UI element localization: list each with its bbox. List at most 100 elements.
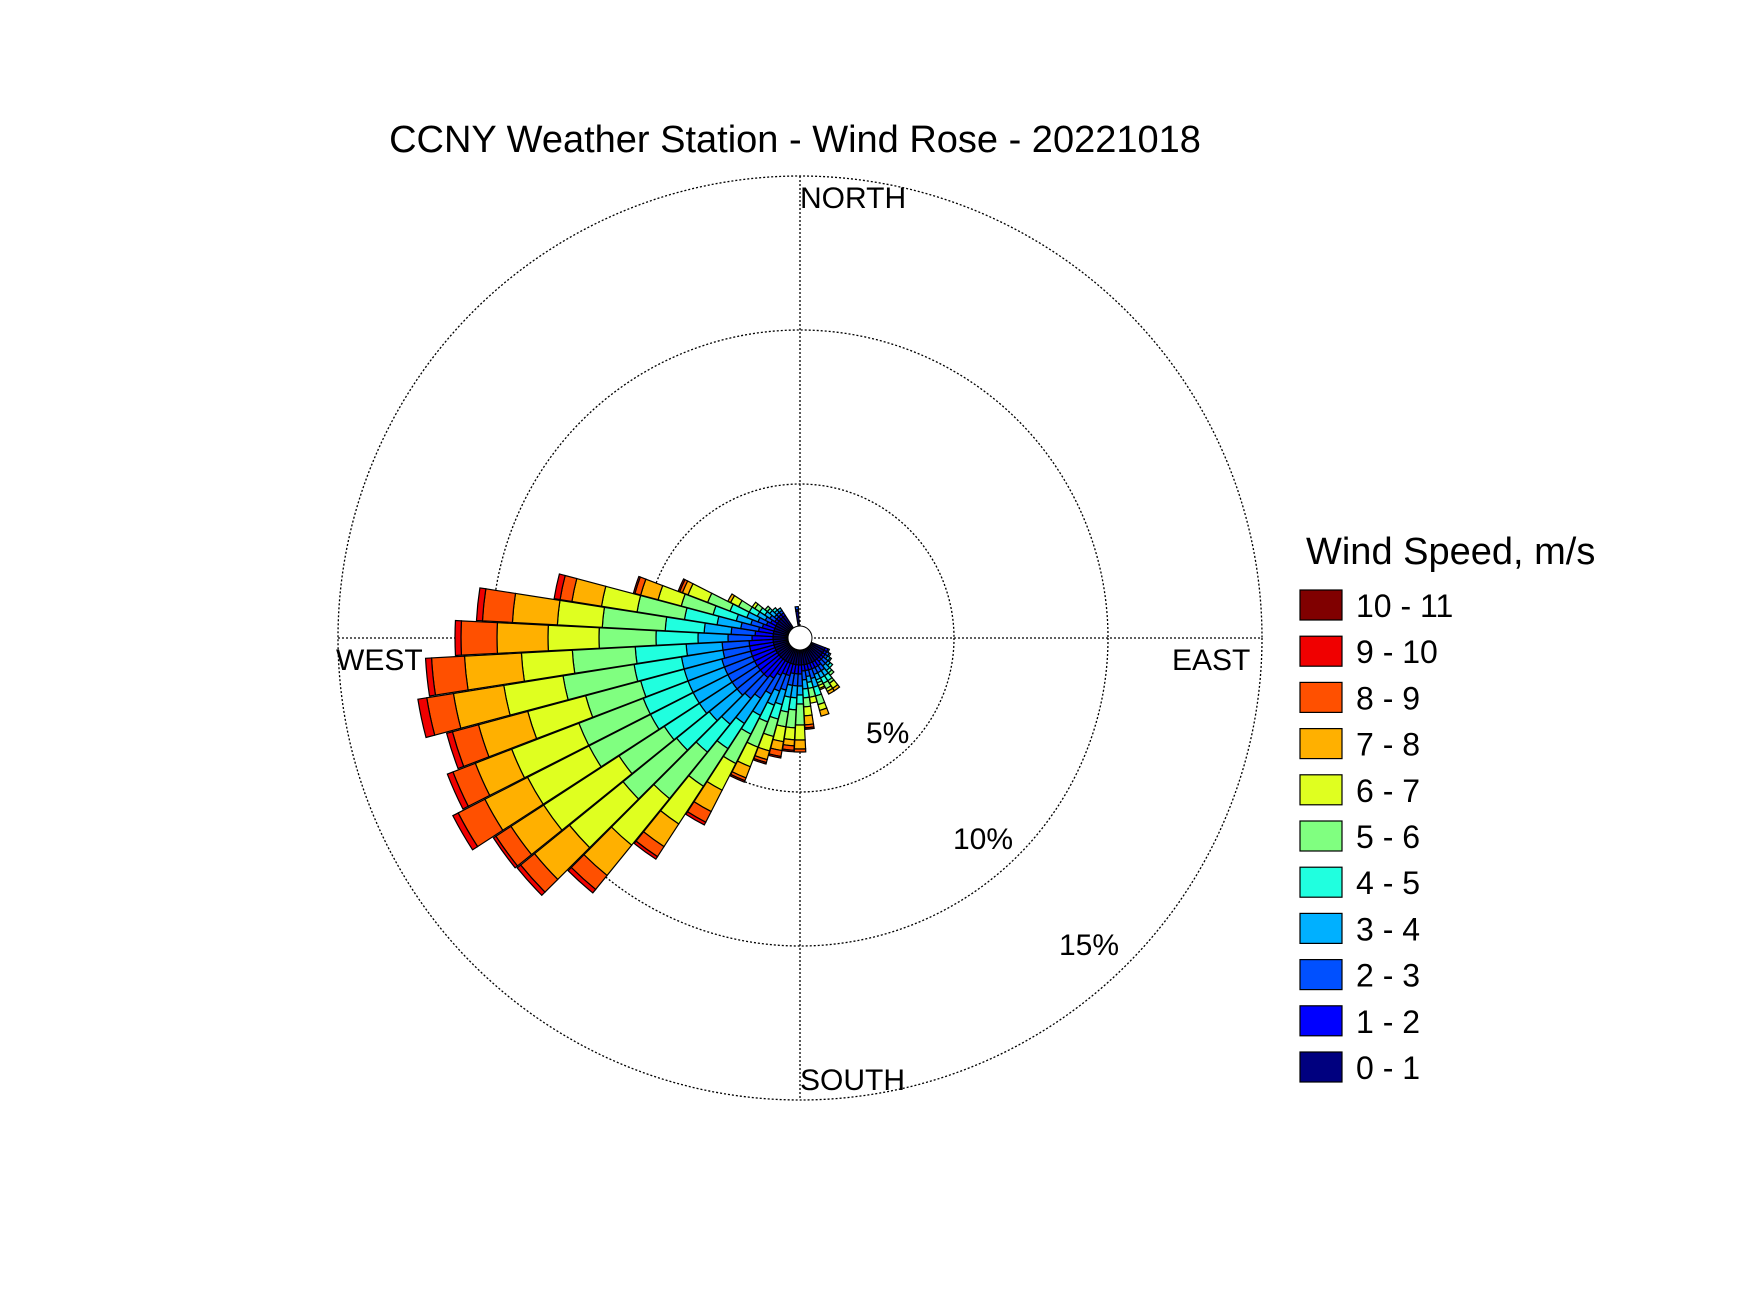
wedge-180-bin-5 bbox=[794, 703, 806, 726]
compass-north-label: NORTH bbox=[800, 182, 906, 215]
wedge-180-bin-6 bbox=[794, 724, 806, 741]
wedge-288-bin-9 bbox=[632, 575, 642, 595]
wedge-150-bin-7 bbox=[826, 687, 836, 695]
sector-276 bbox=[475, 587, 789, 638]
compass-east-label: EAST bbox=[1172, 644, 1250, 677]
wedge-174-bin-6 bbox=[803, 705, 813, 717]
legend-swatch bbox=[1299, 774, 1343, 806]
legend-label: 3 - 4 bbox=[1356, 911, 1420, 947]
wedge-276-bin-7 bbox=[511, 592, 561, 626]
wedge-270-bin-4 bbox=[655, 630, 699, 646]
compass-south-label: SOUTH bbox=[800, 1064, 905, 1097]
sector-354 bbox=[794, 605, 800, 627]
sector-222 bbox=[567, 645, 794, 894]
legend: Wind Speed, m/s 10 - 11 9 - 10 8 - 9 7 - 8 6… bbox=[1299, 531, 1595, 1086]
center-hole bbox=[787, 625, 813, 651]
wind-sectors bbox=[417, 573, 841, 897]
wedge-258-bin-9 bbox=[417, 697, 436, 739]
sector-192 bbox=[768, 648, 799, 759]
sector-270 bbox=[454, 619, 789, 657]
wedge-270-bin-9 bbox=[454, 619, 463, 657]
wedge-174-bin-7 bbox=[803, 714, 815, 726]
chart-title: CCNY Weather Station - Wind Rose - 20221… bbox=[389, 119, 1201, 161]
sector-120 bbox=[809, 642, 832, 658]
sector-234 bbox=[492, 643, 792, 869]
wedge-282-bin-7 bbox=[571, 577, 607, 607]
legend-label: 6 - 7 bbox=[1356, 773, 1420, 809]
wedge-276-bin-8 bbox=[481, 588, 517, 624]
sector-306 bbox=[751, 601, 792, 633]
ring-label-5: 5% bbox=[866, 717, 909, 750]
wedge-312-bin-5 bbox=[764, 605, 772, 613]
wedge-180-bin-4 bbox=[796, 694, 804, 705]
legend-swatch bbox=[1299, 681, 1343, 714]
sector-264 bbox=[424, 638, 789, 697]
wedge-294-bin-9 bbox=[677, 578, 686, 593]
wedge-210-bin-9 bbox=[685, 810, 707, 826]
wedge-180-bin-8 bbox=[793, 748, 807, 753]
legend-swatch bbox=[1299, 727, 1343, 760]
wedge-270-bin-8 bbox=[460, 620, 499, 656]
wedge-246-bin-9 bbox=[446, 771, 470, 810]
sector-168 bbox=[801, 648, 818, 704]
legend-swatch bbox=[1299, 820, 1343, 852]
wedge-138-bin-5 bbox=[827, 669, 835, 677]
wedge-318-bin-4 bbox=[771, 606, 779, 614]
sector-228 bbox=[516, 644, 793, 897]
wedge-270-bin-6 bbox=[547, 624, 600, 652]
compass-west-label: WEST bbox=[336, 644, 423, 677]
legend-swatch bbox=[1299, 589, 1343, 621]
wedge-180-bin-3 bbox=[796, 685, 804, 696]
legend-swatch bbox=[1299, 1051, 1343, 1083]
wedge-228-bin-9 bbox=[516, 864, 546, 897]
legend-label: 4 - 5 bbox=[1356, 865, 1420, 901]
wedge-234-bin-9 bbox=[492, 835, 519, 869]
legend-swatch bbox=[1299, 1005, 1343, 1037]
wedge-114-bin-2 bbox=[825, 648, 831, 654]
legend-label: 5 - 6 bbox=[1356, 819, 1420, 855]
wedge-276-bin-9 bbox=[475, 587, 487, 622]
legend-swatch bbox=[1299, 635, 1343, 667]
sector-138 bbox=[806, 645, 835, 677]
wedge-168-bin-6 bbox=[808, 695, 818, 704]
wedge-216-bin-9 bbox=[633, 840, 659, 860]
legend-label: 0 - 1 bbox=[1356, 1050, 1420, 1086]
wedge-126-bin-4 bbox=[827, 656, 833, 663]
wedge-240-bin-9 bbox=[452, 812, 479, 851]
wedge-300-bin-7 bbox=[727, 593, 736, 604]
legend-title: Wind Speed, m/s bbox=[1306, 531, 1595, 573]
legend-label: 7 - 8 bbox=[1356, 727, 1420, 763]
sector-210 bbox=[685, 647, 796, 826]
sector-282 bbox=[553, 573, 790, 637]
wedge-270-bin-5 bbox=[598, 627, 657, 649]
legend-label: 10 - 11 bbox=[1356, 588, 1453, 624]
wedge-354-bin-2 bbox=[794, 605, 800, 611]
wedge-162-bin-7 bbox=[818, 707, 830, 717]
wedge-282-bin-9 bbox=[553, 573, 566, 601]
chart-labels: CCNY Weather Station - Wind Rose - 20221… bbox=[336, 119, 1250, 1097]
wedge-264-bin-9 bbox=[424, 657, 437, 697]
legend-label: 8 - 9 bbox=[1356, 680, 1420, 716]
sector-186 bbox=[781, 649, 800, 753]
sector-246 bbox=[446, 641, 791, 810]
wedge-354-bin-0 bbox=[795, 610, 800, 627]
legend-swatch bbox=[1299, 866, 1343, 898]
legend-label: 1 - 2 bbox=[1356, 1004, 1420, 1040]
wedge-180-bin-7 bbox=[793, 739, 807, 750]
wedge-306-bin-6 bbox=[751, 601, 759, 610]
wedge-270-bin-7 bbox=[496, 622, 549, 654]
wedge-264-bin-8 bbox=[430, 655, 469, 696]
legend-label: 9 - 10 bbox=[1356, 634, 1438, 670]
sector-240 bbox=[452, 642, 791, 851]
sector-288 bbox=[632, 575, 790, 636]
wedge-252-bin-9 bbox=[445, 731, 465, 770]
legend-swatch bbox=[1299, 912, 1343, 945]
ring-label-10: 10% bbox=[953, 823, 1013, 856]
ring-label-15: 15% bbox=[1059, 929, 1119, 962]
legend-swatch bbox=[1299, 958, 1343, 991]
wedge-324-bin-3 bbox=[776, 607, 783, 614]
wedge-222-bin-9 bbox=[567, 866, 597, 894]
wedge-120-bin-3 bbox=[826, 652, 832, 658]
legend-label: 2 - 3 bbox=[1356, 958, 1420, 994]
